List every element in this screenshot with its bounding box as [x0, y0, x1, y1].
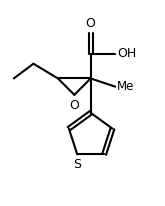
Text: O: O	[86, 17, 96, 30]
Text: S: S	[73, 158, 81, 171]
Text: Me: Me	[117, 80, 134, 93]
Text: O: O	[69, 99, 79, 112]
Text: OH: OH	[117, 47, 136, 60]
